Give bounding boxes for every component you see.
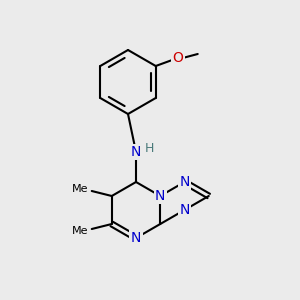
Text: N: N [179, 175, 190, 189]
Text: N: N [155, 189, 165, 203]
Text: H: H [144, 142, 154, 154]
Text: O: O [172, 51, 183, 65]
Text: N: N [131, 231, 141, 245]
Text: Me: Me [72, 226, 89, 236]
Text: Me: Me [72, 184, 89, 194]
Text: N: N [179, 203, 190, 217]
Text: N: N [131, 145, 141, 159]
